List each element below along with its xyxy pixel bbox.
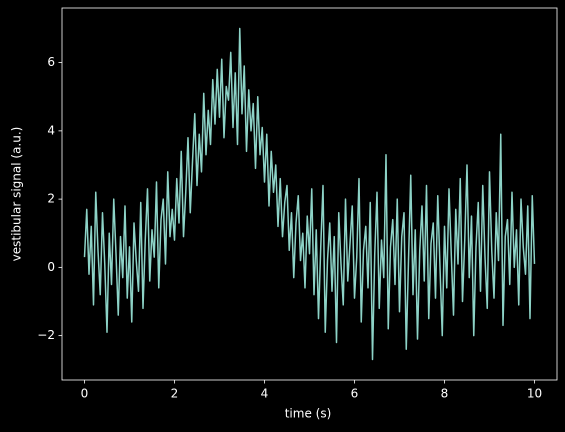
y-tick-label: −2	[37, 328, 55, 342]
x-tick-label: 6	[351, 387, 359, 401]
y-axis-label: vestibular signal (a.u.)	[10, 127, 24, 262]
x-tick-label: 4	[261, 387, 269, 401]
y-tick-label: 2	[47, 192, 55, 206]
signal-line	[83, 27, 536, 361]
x-axis-label: time (s)	[285, 407, 332, 421]
x-tick-label: 2	[171, 387, 179, 401]
y-tick-label: 6	[47, 55, 55, 69]
x-tick-label: 8	[441, 387, 449, 401]
plot-frame	[61, 7, 558, 381]
x-tick-label: 10	[527, 387, 542, 401]
y-tick-label: 0	[47, 260, 55, 274]
x-tick-label: 0	[81, 387, 89, 401]
y-tick-label: 4	[47, 123, 55, 137]
